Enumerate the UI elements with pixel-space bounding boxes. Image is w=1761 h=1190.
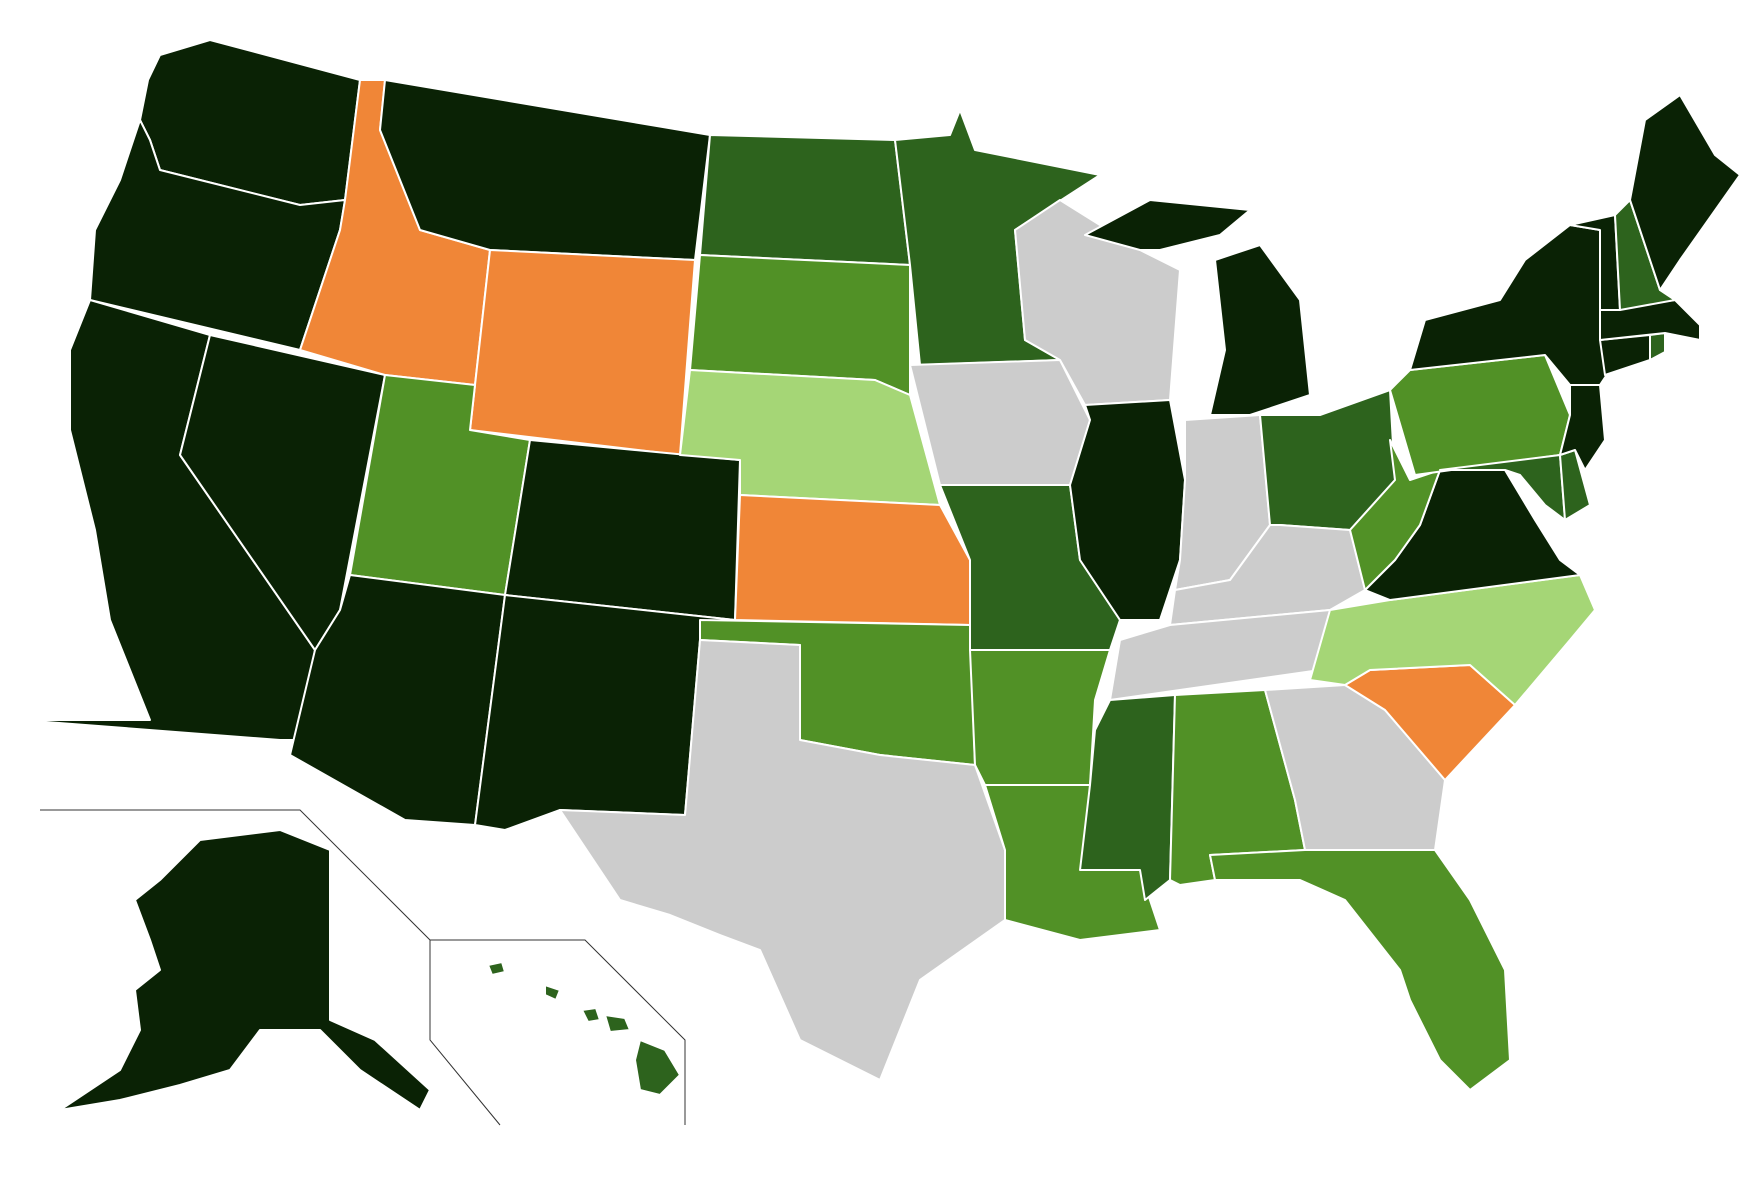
state-ks[interactable]	[734, 494, 971, 626]
state-fl[interactable]	[1209, 849, 1511, 1091]
state-co[interactable]	[504, 439, 741, 621]
state-ia[interactable]	[909, 359, 1091, 486]
alaska-inset-frame	[40, 809, 431, 941]
state-ct[interactable]	[1599, 334, 1651, 376]
state-ar[interactable]	[969, 649, 1111, 786]
state-ri[interactable]	[1649, 332, 1666, 361]
state-nh[interactable]	[1614, 199, 1676, 311]
hawaii-inset-frame	[430, 939, 686, 1125]
state-hi[interactable]	[487, 961, 681, 1096]
state-ak[interactable]	[59, 829, 431, 1111]
state-mi[interactable]	[1084, 199, 1311, 416]
state-il[interactable]	[1069, 399, 1186, 621]
state-wy[interactable]	[469, 249, 696, 456]
state-vt[interactable]	[1569, 214, 1621, 311]
state-nd[interactable]	[699, 134, 911, 266]
hawaii-inset-frame-left	[429, 940, 501, 1126]
state-me[interactable]	[1629, 94, 1741, 291]
state-nj[interactable]	[1559, 384, 1606, 471]
state-mt[interactable]	[379, 79, 711, 261]
state-tx[interactable]	[559, 639, 1006, 1081]
